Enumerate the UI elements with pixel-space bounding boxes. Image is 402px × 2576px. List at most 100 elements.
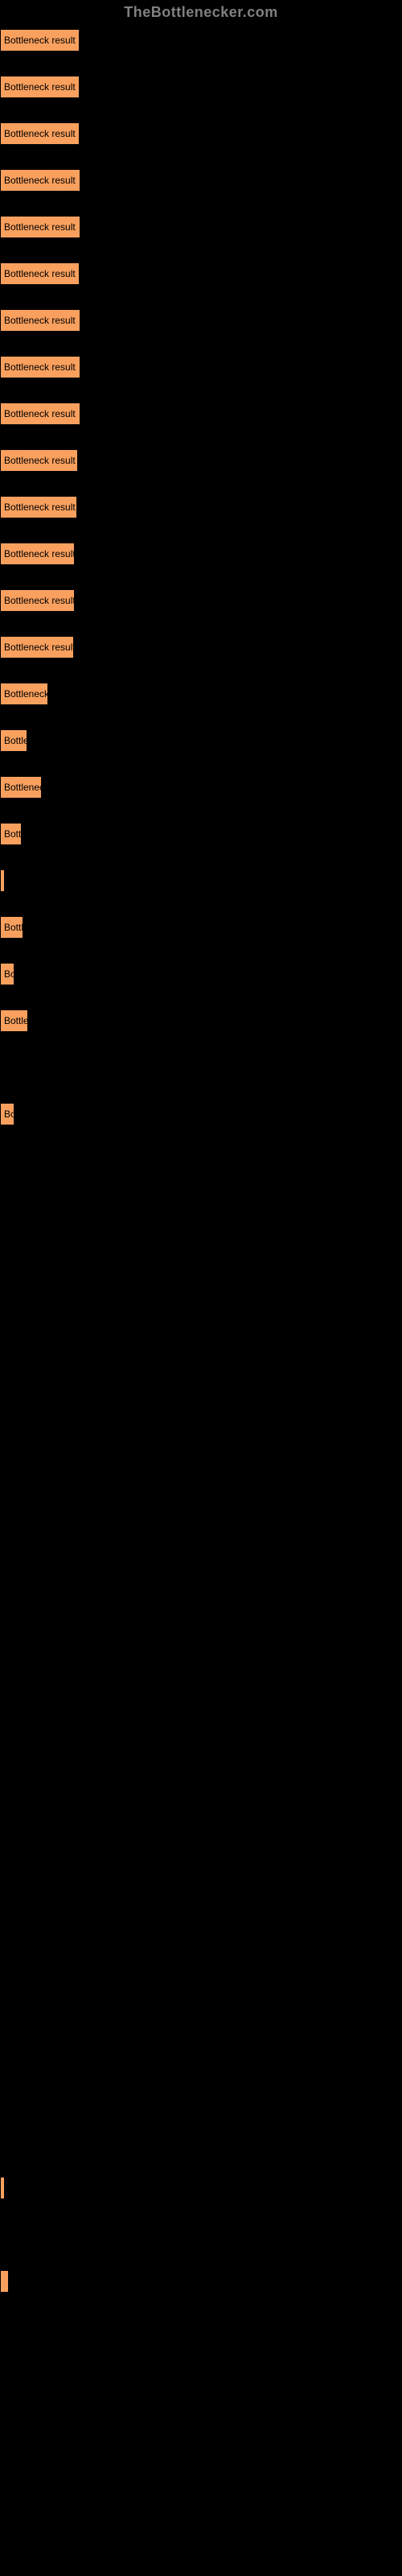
bar: Bottleneck result [0,823,22,845]
bar-row [0,1850,402,1872]
bar: Bottleneck result [0,543,75,565]
bar-row: Bottleneck result [0,636,402,658]
bar-row [0,1757,402,1779]
bar-row [0,1570,402,1592]
bar: Bottleneck result [0,402,80,425]
bar-label: Bottleneck result [4,735,27,746]
bar-row [0,1990,402,2013]
bar-row: Bottleneck result [0,402,402,425]
bar-row: Bottleneck result [0,356,402,378]
bar-row: Bottleneck result [0,449,402,472]
bar-label: Bottleneck result [4,688,48,700]
bar-row: Bottleneck result [0,589,402,612]
bar-label: Bottleneck result [4,268,76,279]
bar: Bottleneck result [0,916,23,939]
bar-row [0,1056,402,1079]
bar-row: Bottleneck result [0,963,402,985]
bar-row: Bottleneck result [0,216,402,238]
bar-label: Bottleneck result [4,968,14,980]
bar-row: Bottleneck result [0,29,402,52]
bar-row [0,1897,402,1919]
bar-row: Bottleneck result [0,496,402,518]
bar [0,2177,5,2199]
bar-row [0,2457,402,2479]
bar-row: Bottleneck result [0,1103,402,1125]
bar-row [0,2083,402,2106]
bar-row [0,869,402,892]
bar-label: Bottleneck result [4,128,76,139]
bar: Bottleneck result [0,729,27,752]
bar-row [0,1150,402,1172]
bar-row [0,1663,402,1686]
bar-row [0,1943,402,1966]
bar: Bottleneck result [0,76,80,98]
bar-label: Bottleneck result [4,642,74,653]
bar-row: Bottleneck result [0,1009,402,1032]
bar-row [0,1290,402,1312]
bar-row [0,2130,402,2153]
bar-row: Bottleneck result [0,823,402,845]
bar-row [0,1710,402,1732]
bar-row: Bottleneck result [0,683,402,705]
bar [0,2270,9,2293]
bar-row [0,1523,402,1546]
bar-label: Bottleneck result [4,408,76,419]
bar-row [0,2037,402,2059]
bar: Bottleneck result [0,1009,28,1032]
bar: Bottleneck result [0,776,42,799]
bar: Bottleneck result [0,449,78,472]
bar-row [0,2504,402,2526]
bar-label: Bottleneck result [4,315,76,326]
bar: Bottleneck result [0,1103,14,1125]
logo-text: TheBottlenecker.com [124,4,278,20]
bar-row: Bottleneck result [0,76,402,98]
bar-label: Bottleneck result [4,502,76,513]
bar-label: Bottleneck result [4,361,76,373]
bar: Bottleneck result [0,262,80,285]
bar-label: Bottleneck result [4,548,75,559]
bar-label: Bottleneck result [4,595,75,606]
bar-row [0,1383,402,1406]
bar-label: Bottleneck result [4,1015,28,1026]
bar-row [0,2177,402,2199]
bar-label: Bottleneck result [4,35,76,46]
bar-row [0,1243,402,1265]
bar-row: Bottleneck result [0,916,402,939]
bar-row [0,2270,402,2293]
bar-row [0,2317,402,2339]
bar: Bottleneck result [0,309,80,332]
bar-row: Bottleneck result [0,776,402,799]
bar-label: Bottleneck result [4,782,42,793]
bar-row: Bottleneck result [0,122,402,145]
bar-label: Bottleneck result [4,81,76,93]
bar-row: Bottleneck result [0,309,402,332]
bar-row [0,1803,402,1826]
bar-label: Bottleneck result [4,175,76,186]
bar: Bottleneck result [0,29,80,52]
bar-row [0,1196,402,1219]
bar-label: Bottleneck result [4,455,76,466]
bar: Bottleneck result [0,216,80,238]
bar-label: Bottleneck result [4,922,23,933]
bar-row [0,2223,402,2246]
bar-row [0,1616,402,1639]
bar-label: Bottleneck result [4,221,76,233]
bar-chart: Bottleneck result Bottleneck result Bottle… [0,25,402,2554]
header: TheBottlenecker.com [0,0,402,25]
bar-row [0,1476,402,1499]
bar: Bottleneck result [0,636,74,658]
bar-row [0,1430,402,1452]
bar: Bottleneck result [0,589,75,612]
bar-row [0,2363,402,2386]
bar [0,869,5,892]
bar-row: Bottleneck result [0,169,402,192]
bar-row [0,1336,402,1359]
bar-row [0,2410,402,2433]
bar: Bottleneck result [0,356,80,378]
bar: Bottleneck result [0,683,48,705]
bar-row: Bottleneck result [0,543,402,565]
bar-row: Bottleneck result [0,729,402,752]
bar-label: Bottleneck result [4,828,22,840]
bar-label: Bottleneck result [4,1108,14,1120]
bar: Bottleneck result [0,122,80,145]
